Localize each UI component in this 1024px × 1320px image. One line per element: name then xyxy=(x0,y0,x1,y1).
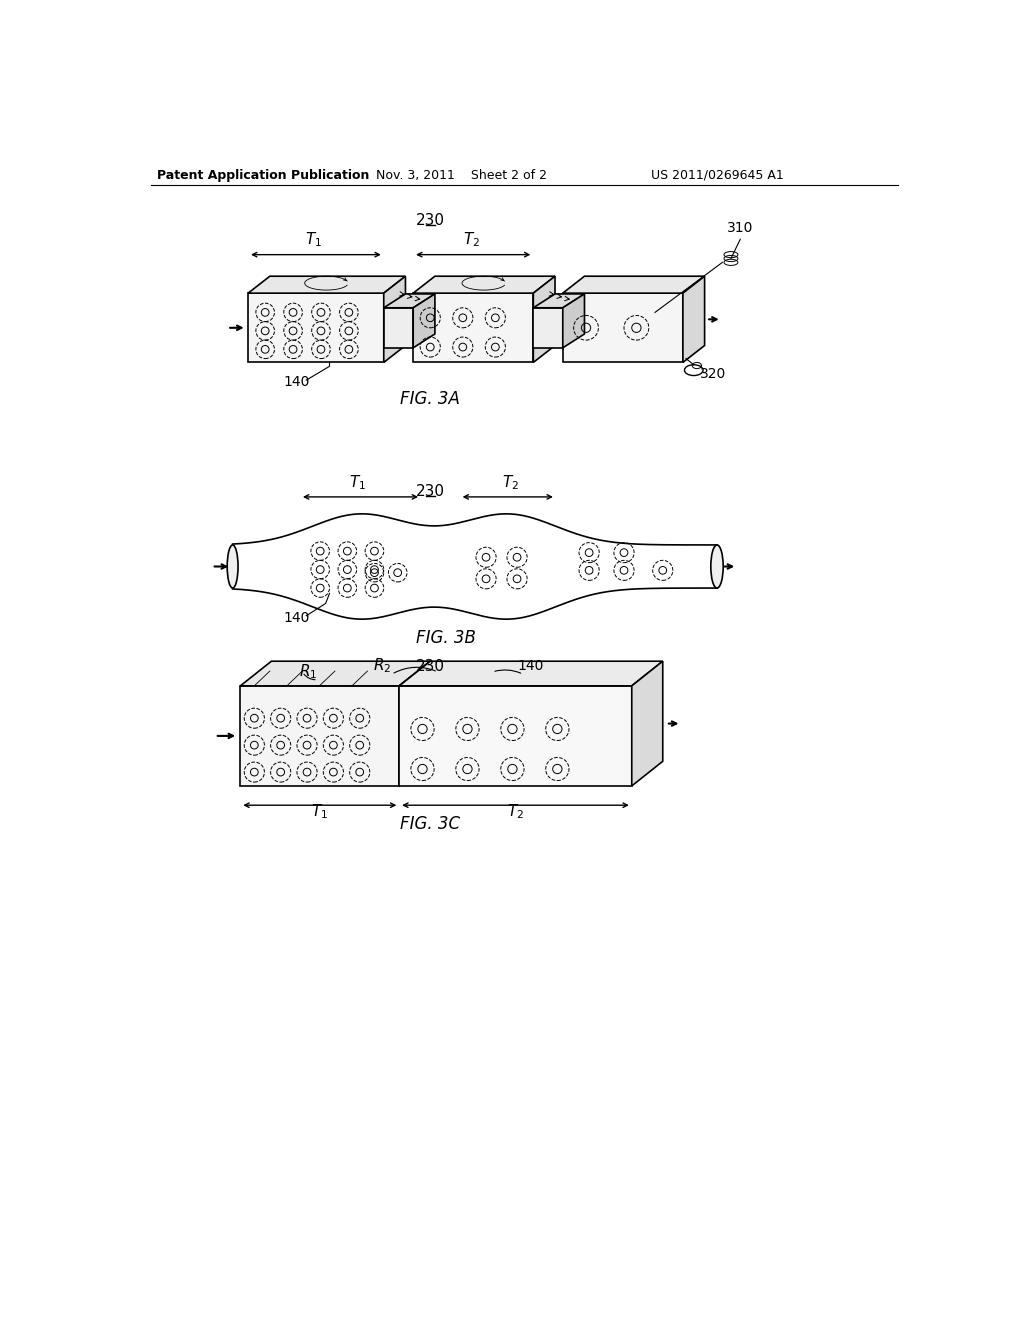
Text: $T_1$: $T_1$ xyxy=(311,803,328,821)
Polygon shape xyxy=(534,294,585,308)
Polygon shape xyxy=(399,661,430,785)
Text: 230: 230 xyxy=(416,659,444,675)
Text: 230: 230 xyxy=(416,483,444,499)
Polygon shape xyxy=(563,294,585,348)
Polygon shape xyxy=(683,276,705,363)
Text: $R_2$: $R_2$ xyxy=(373,656,391,675)
Polygon shape xyxy=(399,661,663,686)
Text: $T_1$: $T_1$ xyxy=(349,473,366,491)
Text: 140: 140 xyxy=(518,660,544,673)
Text: 140: 140 xyxy=(284,375,310,388)
Polygon shape xyxy=(534,276,555,363)
Polygon shape xyxy=(384,294,435,308)
Ellipse shape xyxy=(227,545,238,589)
Polygon shape xyxy=(248,293,384,363)
Polygon shape xyxy=(414,294,435,348)
Text: Patent Application Publication: Patent Application Publication xyxy=(158,169,370,182)
Text: 140: 140 xyxy=(284,611,310,624)
Text: Nov. 3, 2011    Sheet 2 of 2: Nov. 3, 2011 Sheet 2 of 2 xyxy=(376,169,547,182)
Text: 230: 230 xyxy=(416,213,444,227)
Text: $T_2$: $T_2$ xyxy=(463,230,480,248)
Polygon shape xyxy=(563,276,705,293)
Polygon shape xyxy=(399,686,632,785)
Text: $T_2$: $T_2$ xyxy=(507,803,524,821)
Text: FIG. 3A: FIG. 3A xyxy=(400,389,460,408)
Ellipse shape xyxy=(711,545,723,589)
Text: 320: 320 xyxy=(700,367,726,381)
Polygon shape xyxy=(248,276,406,293)
Polygon shape xyxy=(241,661,430,686)
Polygon shape xyxy=(241,686,399,785)
Polygon shape xyxy=(534,308,563,348)
Text: $T_2$: $T_2$ xyxy=(503,473,519,491)
Text: $R_1$: $R_1$ xyxy=(299,661,317,681)
Polygon shape xyxy=(563,293,683,363)
Text: 310: 310 xyxy=(727,220,754,235)
Text: FIG. 3B: FIG. 3B xyxy=(416,630,476,647)
Polygon shape xyxy=(384,308,414,348)
Text: US 2011/0269645 A1: US 2011/0269645 A1 xyxy=(650,169,783,182)
Text: FIG. 3C: FIG. 3C xyxy=(400,816,461,833)
Polygon shape xyxy=(414,276,555,293)
Text: $T_1$: $T_1$ xyxy=(305,230,323,248)
Polygon shape xyxy=(632,661,663,785)
Polygon shape xyxy=(384,276,406,363)
Polygon shape xyxy=(414,293,534,363)
